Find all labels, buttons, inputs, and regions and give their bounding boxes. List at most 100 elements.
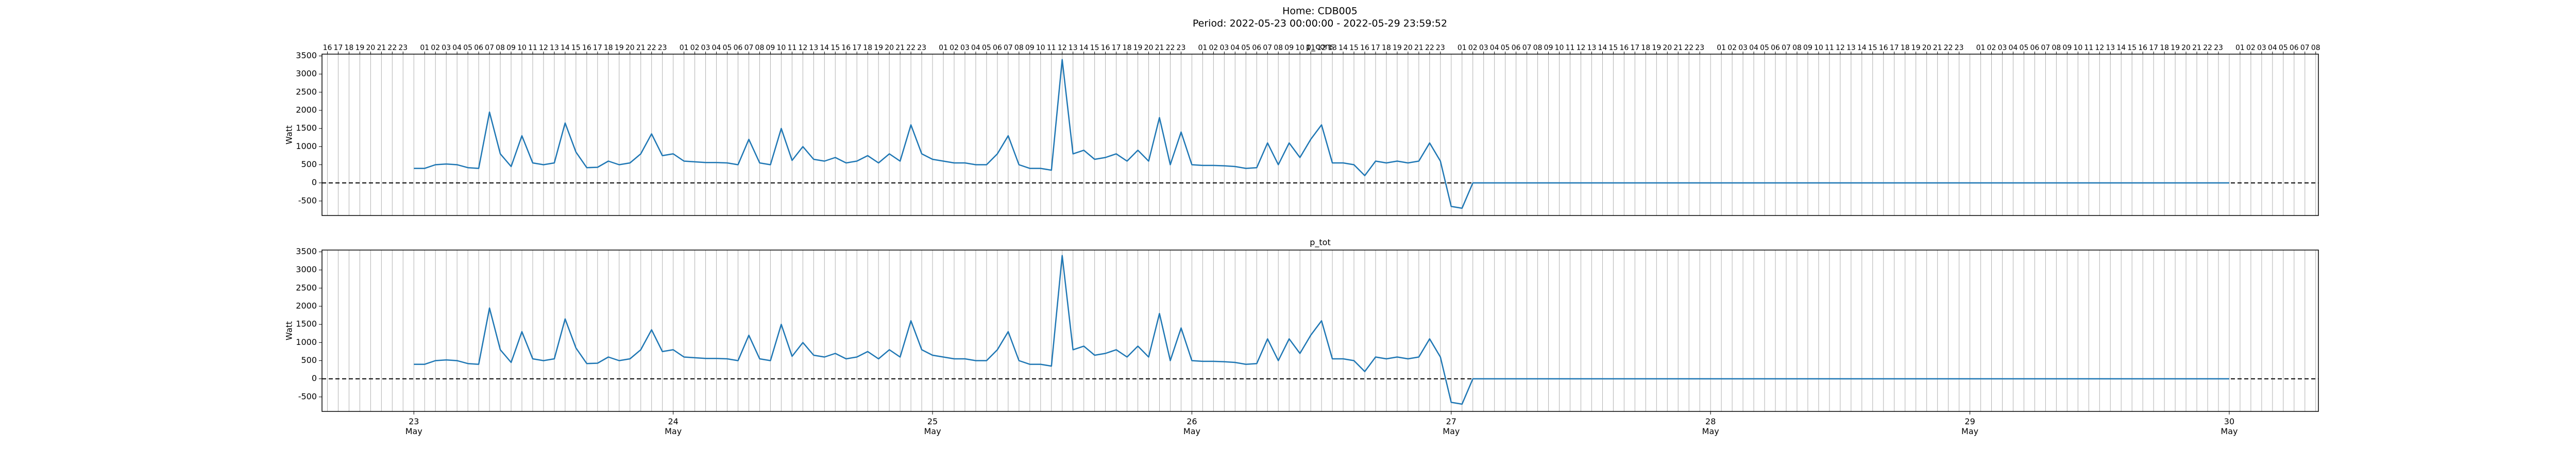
top-tick-label: 18 — [1641, 44, 1650, 52]
top-tick-label: 13 — [809, 44, 818, 52]
top-tick-label: 22 — [906, 44, 916, 52]
top-tick-label: 20 — [366, 44, 375, 52]
top-tick-label: 08 — [496, 44, 505, 52]
top-tick-label: 23 — [917, 44, 926, 52]
top-tick-label: 19 — [1652, 44, 1661, 52]
top-tick-label: 20 — [885, 44, 894, 52]
top-tick-label: 03 — [1998, 44, 2007, 52]
top-tick-label: 21 — [1933, 44, 1942, 52]
top-tick-label: 21 — [1155, 44, 1164, 52]
top-tick-label: 11 — [1047, 44, 1056, 52]
top-tick-label: 16 — [582, 44, 591, 52]
y-tick-label: 1500 — [296, 123, 317, 133]
x-tick-label: 25 May — [924, 417, 941, 436]
top-tick-label: 09 — [766, 44, 775, 52]
top-tick-label: 05 — [2020, 44, 2029, 52]
y-tick-label: 500 — [301, 159, 317, 169]
top-tick-label: 17 — [2149, 44, 2158, 52]
x-tick-label: 28 May — [1702, 417, 1719, 436]
y-tick-label: 500 — [301, 355, 317, 365]
top-tick-label: 11 — [2084, 44, 2093, 52]
top-tick-label: 17 — [593, 44, 602, 52]
y-axis-label: Watt — [284, 125, 294, 144]
top-tick-label: 03 — [1738, 44, 1748, 52]
top-tick-label: 16 — [1879, 44, 1888, 52]
top-tick-label: 09 — [506, 44, 516, 52]
top-tick-label: 20 — [2181, 44, 2191, 52]
top-tick-label: 21 — [636, 44, 646, 52]
top-tick-label: 21 — [1414, 44, 1423, 52]
top-tick-label: 07 — [1004, 44, 1013, 52]
y-tick-label: 0 — [312, 177, 317, 187]
top-tick-label: 13 — [550, 44, 559, 52]
top-tick-label: 17 — [1112, 44, 1121, 52]
series-line — [414, 59, 2229, 209]
top-tick-label: 01 — [2235, 44, 2245, 52]
top-tick-label: 22 — [1944, 44, 1953, 52]
top-tick-label: 21 — [895, 44, 905, 52]
top-tick-label: 12 — [1836, 44, 1845, 52]
y-tick-label: 1000 — [296, 141, 317, 151]
top-tick-label: 15 — [1349, 44, 1359, 52]
top-tick-label: 12 — [798, 44, 807, 52]
axes-title: p_tot — [1310, 238, 1331, 248]
top-tick-label: 20 — [1403, 44, 1413, 52]
top-tick-label: 04 — [2268, 44, 2277, 52]
top-tick-label: 08 — [1014, 44, 1024, 52]
top-tick-label: 23 — [1177, 44, 1186, 52]
top-tick-label: 04 — [712, 44, 721, 52]
top-tick-label: 19 — [874, 44, 883, 52]
top-tick-label: 03 — [2257, 44, 2266, 52]
y-tick-label: 3000 — [296, 264, 317, 274]
top-tick-label: 01 — [680, 44, 689, 52]
top-tick-label: 21 — [377, 44, 386, 52]
top-tick-label: 15 — [1609, 44, 1618, 52]
top-tick-label: 18 — [1901, 44, 1910, 52]
top-tick-label: 10 — [1036, 44, 1045, 52]
y-tick-label: -500 — [298, 195, 317, 205]
y-tick-label: 3500 — [296, 51, 317, 60]
top-tick-label: 11 — [1306, 44, 1315, 52]
top-tick-label: 14 — [1598, 44, 1607, 52]
top-tick-label: 15 — [831, 44, 840, 52]
top-tick-label: 08 — [2311, 44, 2320, 52]
top-tick-label: 06 — [993, 44, 1002, 52]
top-tick-label: 08 — [1533, 44, 1543, 52]
top-tick-label: 09 — [1284, 44, 1294, 52]
top-tick-label: 17 — [1371, 44, 1380, 52]
top-tick-label: 19 — [1133, 44, 1143, 52]
top-tick-label: 22 — [647, 44, 656, 52]
top-tick-label: 12 — [1058, 44, 1067, 52]
axes-title: p_cons — [1306, 42, 1334, 52]
top-tick-label: 18 — [863, 44, 872, 52]
top-tick-label: 16 — [1101, 44, 1110, 52]
top-tick-label: 04 — [452, 44, 462, 52]
top-tick-label: 10 — [776, 44, 786, 52]
top-tick-label: 14 — [561, 44, 570, 52]
figure-subtitle: Period: 2022-05-23 00:00:00 - 2022-05-29… — [1193, 18, 1447, 29]
y-tick-label: 0 — [312, 373, 317, 383]
top-tick-label: 14 — [820, 44, 829, 52]
top-tick-label: 10 — [1295, 44, 1304, 52]
top-tick-label: 20 — [1663, 44, 1672, 52]
top-tick-label: 07 — [2300, 44, 2310, 52]
top-tick-label: 04 — [971, 44, 980, 52]
top-tick-label: 04 — [1490, 44, 1499, 52]
top-tick-label: 13 — [1069, 44, 1078, 52]
top-tick-label: 23 — [1436, 44, 1445, 52]
top-tick-label: 13 — [1328, 44, 1337, 52]
top-tick-label: 13 — [1587, 44, 1597, 52]
top-tick-label: 12 — [1577, 44, 1586, 52]
y-tick-label: 3500 — [296, 246, 317, 256]
top-tick-label: 12 — [2095, 44, 2104, 52]
top-tick-label: 23 — [1955, 44, 1964, 52]
top-tick-label: 06 — [2290, 44, 2299, 52]
top-tick-label: 02 — [950, 44, 959, 52]
top-tick-label: 17 — [1890, 44, 1899, 52]
top-tick-label: 01 — [1717, 44, 1726, 52]
y-tick-label: 2500 — [296, 87, 317, 96]
top-tick-label: 03 — [960, 44, 970, 52]
top-tick-label: 08 — [1792, 44, 1802, 52]
top-tick-label: 18 — [2160, 44, 2169, 52]
